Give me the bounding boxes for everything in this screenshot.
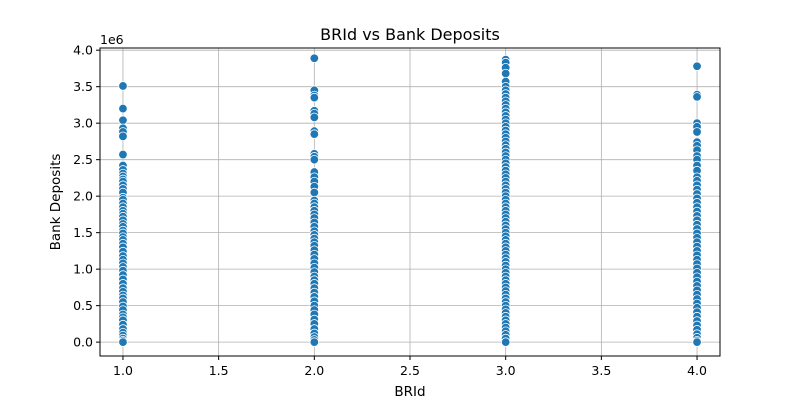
y-tick-label: 0.5	[73, 298, 93, 313]
chart-title: BRId vs Bank Deposits	[320, 25, 500, 44]
x-tick-label: 4.0	[687, 363, 707, 378]
data-point	[118, 81, 128, 91]
x-axis-title: BRId	[394, 384, 425, 400]
data-point	[692, 61, 702, 71]
y-tick-label: 1.0	[73, 262, 93, 277]
data-point	[500, 68, 511, 79]
y-axis-ticks: 0.0 0.5 1.0 1.5 2.0 2.5 3.0 3.5 4.0	[73, 43, 100, 350]
y-tick-label: 1.5	[73, 225, 93, 240]
x-tick-label: 1.5	[209, 363, 229, 378]
y-tick-label: 3.5	[73, 79, 93, 94]
data-point	[309, 53, 320, 63]
x-tick-label: 2.5	[400, 363, 420, 378]
data-point	[118, 131, 128, 142]
data-point	[309, 187, 320, 198]
data-point	[118, 103, 128, 114]
x-tick-label: 3.5	[591, 363, 611, 378]
data-point	[309, 337, 320, 347]
y-tick-label: 4.0	[73, 43, 93, 58]
data-point	[309, 154, 320, 165]
data-point	[118, 337, 128, 347]
data-point	[309, 112, 320, 123]
data-point	[309, 129, 320, 139]
y-axis-title: Bank Deposits	[48, 154, 64, 251]
data-point	[309, 92, 320, 103]
x-axis-ticks: 1.0 1.5 2.0 2.5 3.0 3.5 4.0	[113, 356, 707, 378]
y-tick-label: 0.0	[73, 335, 93, 350]
y-tick-label: 2.0	[73, 189, 93, 204]
data-points	[118, 53, 702, 347]
data-point	[692, 127, 702, 137]
x-tick-label: 2.0	[304, 363, 324, 378]
data-point	[118, 115, 128, 125]
x-tick-label: 3.0	[496, 363, 516, 378]
data-point	[500, 337, 511, 347]
y-axis-offset-label: 1e6	[100, 32, 124, 47]
y-tick-label: 2.5	[73, 152, 93, 167]
data-point	[118, 149, 128, 160]
data-point	[692, 92, 702, 102]
y-tick-label: 3.0	[73, 116, 93, 131]
x-tick-label: 1.0	[113, 363, 133, 378]
data-point	[692, 337, 702, 347]
